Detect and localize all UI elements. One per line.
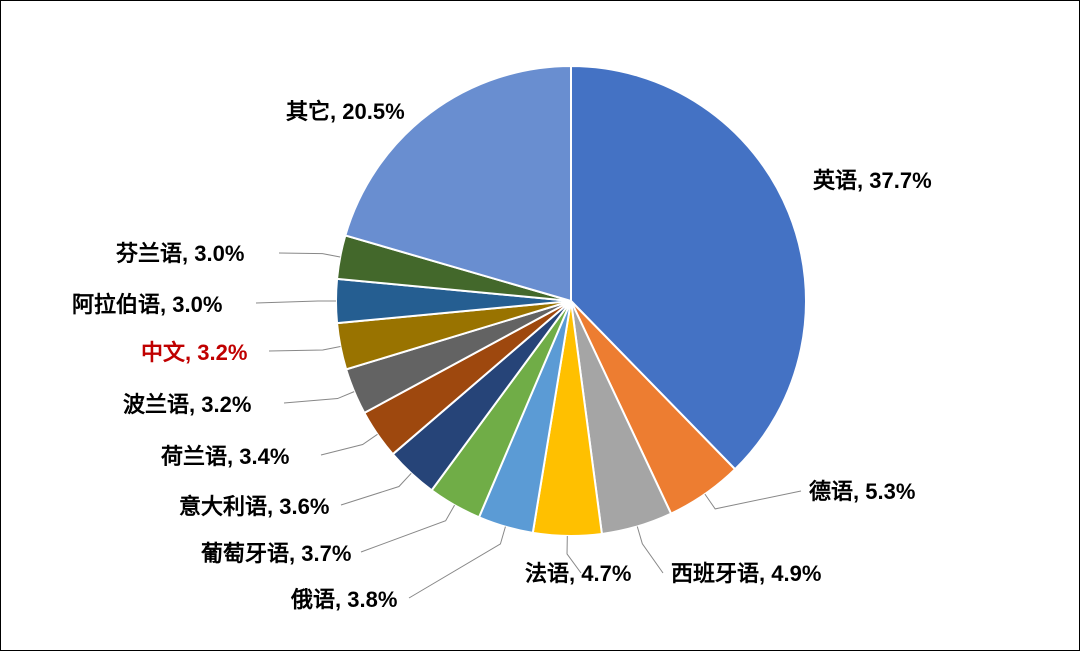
- slice-label: 葡萄牙语, 3.7%: [201, 541, 351, 567]
- slice-label-value: 3.0%: [194, 241, 244, 266]
- chart-frame: { "chart": { "type": "pie", "center": { …: [0, 0, 1080, 651]
- slice-label-name: 德语: [809, 479, 853, 504]
- leader-line: [256, 301, 336, 303]
- slice-label: 中文, 3.2%: [141, 340, 247, 366]
- leader-line: [321, 434, 377, 455]
- slice-label: 西班牙语, 4.9%: [671, 561, 821, 587]
- slice-label: 其它, 20.5%: [286, 99, 405, 125]
- slice-label: 德语, 5.3%: [809, 479, 915, 505]
- slice-label-value: 3.0%: [172, 292, 222, 317]
- leader-line: [705, 491, 801, 509]
- slice-label-value: 3.4%: [239, 444, 289, 469]
- leader-line: [409, 527, 505, 598]
- leader-line: [361, 505, 455, 552]
- slice-label: 阿拉伯语, 3.0%: [72, 292, 222, 318]
- slice-label-value: 20.5%: [342, 99, 404, 124]
- slice-label-name: 西班牙语: [671, 561, 759, 586]
- slice-label-name: 意大利语: [179, 494, 267, 519]
- slice-label-value: 3.7%: [301, 541, 351, 566]
- slice-label-name: 荷兰语: [161, 444, 227, 469]
- slice-label-value: 4.9%: [771, 561, 821, 586]
- slice-label: 芬兰语, 3.0%: [116, 241, 244, 267]
- leader-line: [284, 392, 354, 403]
- slice-label: 英语, 37.7%: [813, 168, 932, 194]
- slice-label-name: 芬兰语: [116, 241, 182, 266]
- slice-label: 波兰语, 3.2%: [123, 392, 251, 418]
- slice-label: 荷兰语, 3.4%: [161, 444, 289, 470]
- leader-line: [637, 526, 663, 573]
- slice-label-name: 阿拉伯语: [72, 292, 160, 317]
- pie-chart-svg: [1, 1, 1080, 652]
- leader-line: [341, 473, 411, 505]
- slice-label-value: 3.2%: [201, 392, 251, 417]
- slice-label-value: 37.7%: [869, 168, 931, 193]
- slice-label-name: 中文: [141, 340, 185, 365]
- slice-label-value: 4.7%: [581, 561, 631, 586]
- slice-label-value: 3.2%: [197, 340, 247, 365]
- slice-label-name: 其它: [286, 99, 330, 124]
- slice-label-value: 3.8%: [347, 587, 397, 612]
- slice-label-value: 3.6%: [279, 494, 329, 519]
- slice-label-name: 波兰语: [123, 392, 189, 417]
- leader-line: [269, 346, 340, 351]
- slice-label-name: 法语: [525, 561, 569, 586]
- slice-label: 法语, 4.7%: [525, 561, 631, 587]
- leader-line: [279, 253, 340, 257]
- slice-label-name: 英语: [813, 168, 857, 193]
- slice-label-name: 葡萄牙语: [201, 541, 289, 566]
- slice-label-value: 5.3%: [865, 479, 915, 504]
- slice-label: 俄语, 3.8%: [291, 587, 397, 613]
- slice-label-name: 俄语: [291, 587, 335, 612]
- slice-label: 意大利语, 3.6%: [179, 494, 329, 520]
